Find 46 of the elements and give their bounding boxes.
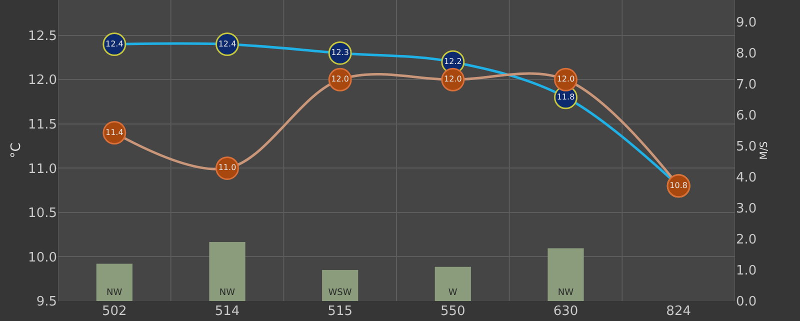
y2-tick-label: 4.0 <box>736 170 757 186</box>
data-label: NW <box>558 288 574 298</box>
y2-tick-label: 0.0 <box>736 294 757 310</box>
data-label: 12.0 <box>444 74 462 84</box>
x-tick-label: 550 <box>440 304 466 319</box>
y2-tick-label: 6.0 <box>736 108 757 124</box>
y-tick-label: 10.5 <box>28 206 57 222</box>
x-tick-label: 630 <box>553 304 578 319</box>
y2-tick-label: 1.0 <box>736 264 757 279</box>
data-label: 12.3 <box>331 48 349 58</box>
y2-tick-label: 2.0 <box>736 232 757 248</box>
data-label: 12.0 <box>556 74 575 84</box>
data-label: 12.2 <box>444 56 462 66</box>
bar <box>209 242 246 301</box>
y-tick-label: 11.0 <box>28 162 57 177</box>
y2-tick-label: 5.0 <box>736 139 757 154</box>
data-label: 12.0 <box>331 74 349 84</box>
bar <box>548 248 584 301</box>
y-tick-label: 12.0 <box>28 73 57 88</box>
x-tick-label: 824 <box>666 304 691 319</box>
data-label: WSW <box>328 288 352 298</box>
data-label: 12.4 <box>218 39 236 48</box>
y-tick-label: 11.5 <box>28 117 57 132</box>
data-label: 11.8 <box>556 92 575 102</box>
x-tick-label: 515 <box>328 304 352 319</box>
bar <box>96 264 132 301</box>
y-tick-label: 10.0 <box>28 250 57 266</box>
y-axis-title: °C <box>8 142 24 158</box>
data-label: 10.8 <box>670 180 688 190</box>
data-label: W <box>448 288 458 298</box>
y-tick-label: 9.5 <box>36 294 57 310</box>
y2-tick-label: 9.0 <box>736 15 757 30</box>
y2-tick-label: 8.0 <box>736 46 757 62</box>
data-label: 12.4 <box>106 39 124 48</box>
y2-tick-label: 7.0 <box>736 77 757 92</box>
y2-axis-title: M/S <box>759 141 770 160</box>
y2-tick-label: 3.0 <box>736 201 757 216</box>
data-label: 11.4 <box>106 128 124 137</box>
bar <box>322 270 358 301</box>
bar <box>434 266 471 301</box>
y-tick-label: 12.5 <box>28 28 57 44</box>
data-label: NW <box>219 288 236 298</box>
data-label: NW <box>106 288 122 298</box>
x-tick-label: 502 <box>102 304 127 319</box>
x-tick-label: 514 <box>214 304 240 319</box>
data-label: 11.0 <box>218 163 236 172</box>
